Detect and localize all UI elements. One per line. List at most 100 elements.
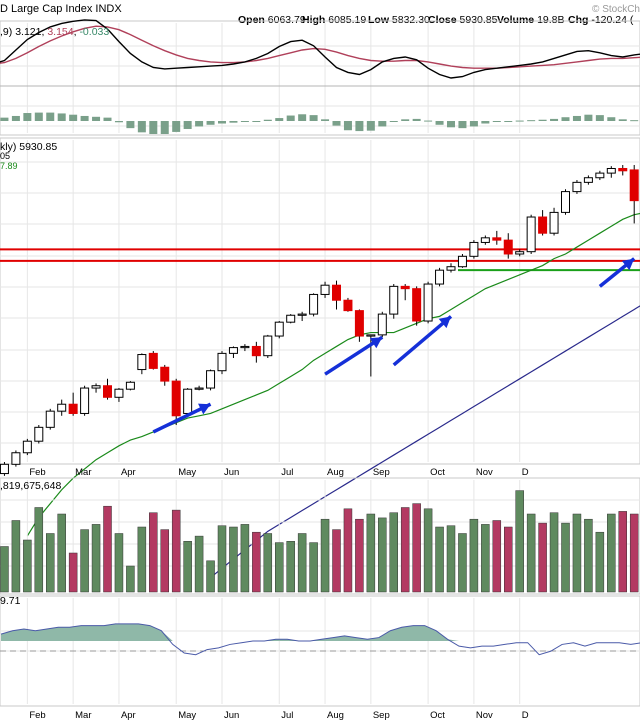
month-label: Apr [121,710,136,721]
volume-bar-up [114,533,124,593]
volume-bar-down [629,513,639,593]
histogram-bar [572,115,581,121]
candle-up [423,283,433,322]
volume-bar-down [68,552,78,593]
quote-item-close: Close 5930.85 [428,14,498,26]
quote-label: Close [428,14,457,26]
histogram-bar [23,113,32,121]
histogram-bar [69,114,78,121]
candle-down [412,288,422,322]
month-label: Aug [327,710,344,721]
month-label: Nov [476,467,493,478]
volume-bar-down [400,507,410,593]
quote-label: Volume [497,14,534,26]
price-frame [0,137,640,465]
month-label: Oct [430,467,445,478]
candle-down [343,299,353,312]
histogram-bar [218,121,226,124]
volume-bar-down [171,509,181,593]
histogram-bar [321,119,330,121]
volume-bar-up [595,531,605,593]
volume-bar-up [378,517,387,593]
histogram-bar [298,114,307,121]
candle-up [217,352,227,372]
candle-down [160,366,170,382]
macd-legend-signal: 3.154 [47,26,73,38]
quote-item-low: Low 5832.30 [368,14,430,26]
candle-up [583,177,593,183]
indicator-frame [0,595,640,707]
volume-bar-up [481,524,490,593]
arrow-shaft [392,315,453,367]
candle-up [91,385,101,389]
candle-up [435,269,445,285]
price-legend-text: kly) 5930.85 [0,141,57,153]
month-label: Jul [281,467,293,478]
histogram-bar [458,121,467,129]
volume-bar-up [286,541,295,593]
candle-down [103,385,112,398]
candle-up [480,237,490,243]
histogram-bar [286,115,295,121]
month-label: Jun [224,710,239,721]
histogram-bar [424,120,433,122]
candle-down [538,216,548,234]
volume-bar-up [23,539,32,593]
volume-bar-up [263,533,273,593]
volume-bar-up [217,525,227,593]
candle-up [549,211,559,234]
histogram-bar [183,121,192,129]
histogram-bar [57,113,66,121]
candle-up [561,191,570,213]
histogram-bar [607,117,616,121]
volume-bar-down [504,526,513,593]
macd-panel: ,9) 3.121, 3.154, -0.033 [0,19,640,136]
histogram-bar [343,121,352,131]
volume-bar-up [297,533,307,593]
month-label: May [178,710,196,721]
price-grid [0,140,640,462]
candle-up [469,241,479,257]
histogram-bar [172,121,181,132]
indicator-grid [0,598,640,704]
volume-legend-text: ,819,675,648 [0,480,61,492]
quote-label: Open [238,14,265,26]
candle-down [503,239,513,255]
volume-bar-down [332,529,341,593]
quote-value: 5832.30 [389,14,430,26]
candle-down [354,310,364,337]
candle-up [22,440,32,454]
candle-up [297,313,307,316]
volume-bar-down [412,503,421,593]
month-label: May [178,467,196,478]
histogram-bar [447,121,455,128]
volume-bar-up [515,490,524,593]
candle-up [125,381,135,390]
month-label: Mar [75,467,91,478]
quote-item-open: Open 6063.79 [238,14,306,26]
histogram-bar [595,115,604,121]
watermark: © StockCh [592,4,640,15]
month-label: Oct [430,710,445,721]
candle-up [286,314,296,323]
long-ma-value: 7.89 [0,161,18,171]
histogram-bar [92,116,101,121]
arrow-head [438,316,451,329]
volume-bar-up [206,560,215,593]
histogram-bar [46,112,55,121]
month-label: Sep [373,467,390,478]
macd-legend-text: ,9) 3.121, 3.154, -0.033 [0,26,109,38]
macd-legend-prefix: ,9) [0,26,12,38]
candle-down [400,285,410,290]
histogram-bar [618,119,627,121]
histogram-bar [103,117,112,121]
candle-up [526,216,536,253]
candle-up [228,347,238,354]
indicator-fill [1,623,640,641]
quote-value: -120.24 ( [588,14,633,26]
candles [0,164,639,476]
histogram-bar [229,121,238,123]
month-label: Jun [224,467,239,478]
